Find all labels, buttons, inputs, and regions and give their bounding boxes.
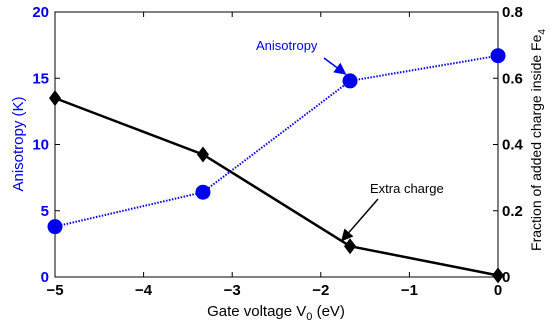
x-axis-title: Gate voltage V0 (eV) — [207, 303, 345, 323]
y-left-axis-title: Anisotropy (K) — [10, 96, 27, 191]
data-point-circle — [342, 73, 358, 89]
data-point-circle — [195, 184, 211, 200]
y-right-axis-title-sub: 4 — [537, 29, 548, 35]
y-right-tick-label: 0.8 — [502, 4, 523, 21]
data-point-circle — [47, 219, 63, 235]
data-point-circle — [490, 48, 506, 64]
annotation-label: Extra charge — [370, 181, 444, 196]
y-right-tick-label: 0.2 — [502, 203, 523, 220]
y-right-tick-label: 0 — [502, 269, 510, 286]
y-right-axis-title: Fraction of added charge inside Fe4 — [528, 29, 548, 251]
annotation-label: Anisotropy — [256, 38, 318, 53]
y-left-tick-label: 10 — [32, 137, 49, 154]
data-point-diamond — [196, 146, 209, 163]
annotation-arrow — [341, 198, 379, 242]
y-left-tick-label: 20 — [32, 4, 49, 21]
x-tick-label: −3 — [224, 282, 241, 299]
plot-area — [54, 11, 499, 278]
x-tick-label: −2 — [312, 282, 329, 299]
data-point-diamond — [49, 90, 61, 107]
x-axis-title-sub: 0 — [306, 311, 312, 323]
y-left-tick-label: 0 — [41, 269, 49, 286]
annotation-arrow — [323, 57, 347, 75]
y-left-tick-label: 15 — [32, 70, 49, 87]
x-axis-title-unit: (eV) — [312, 303, 345, 320]
x-axis-title-main: Gate voltage V — [207, 303, 306, 320]
series-line-0 — [54, 54, 499, 228]
x-tick-label: −5 — [46, 282, 63, 299]
data-point-diamond — [492, 267, 504, 284]
x-tick-label: 0 — [494, 282, 502, 299]
series-line-1 — [54, 96, 499, 277]
y-left-tick-label: 5 — [41, 203, 49, 220]
y-right-tick-label: 0.4 — [502, 137, 524, 154]
x-tick-label: −4 — [135, 282, 153, 299]
data-point-diamond — [344, 238, 357, 255]
y-right-axis-title-main: Fraction of added charge inside Fe — [528, 34, 544, 251]
y-right-tick-label: 0.6 — [502, 70, 523, 87]
x-tick-label: −1 — [401, 282, 418, 299]
